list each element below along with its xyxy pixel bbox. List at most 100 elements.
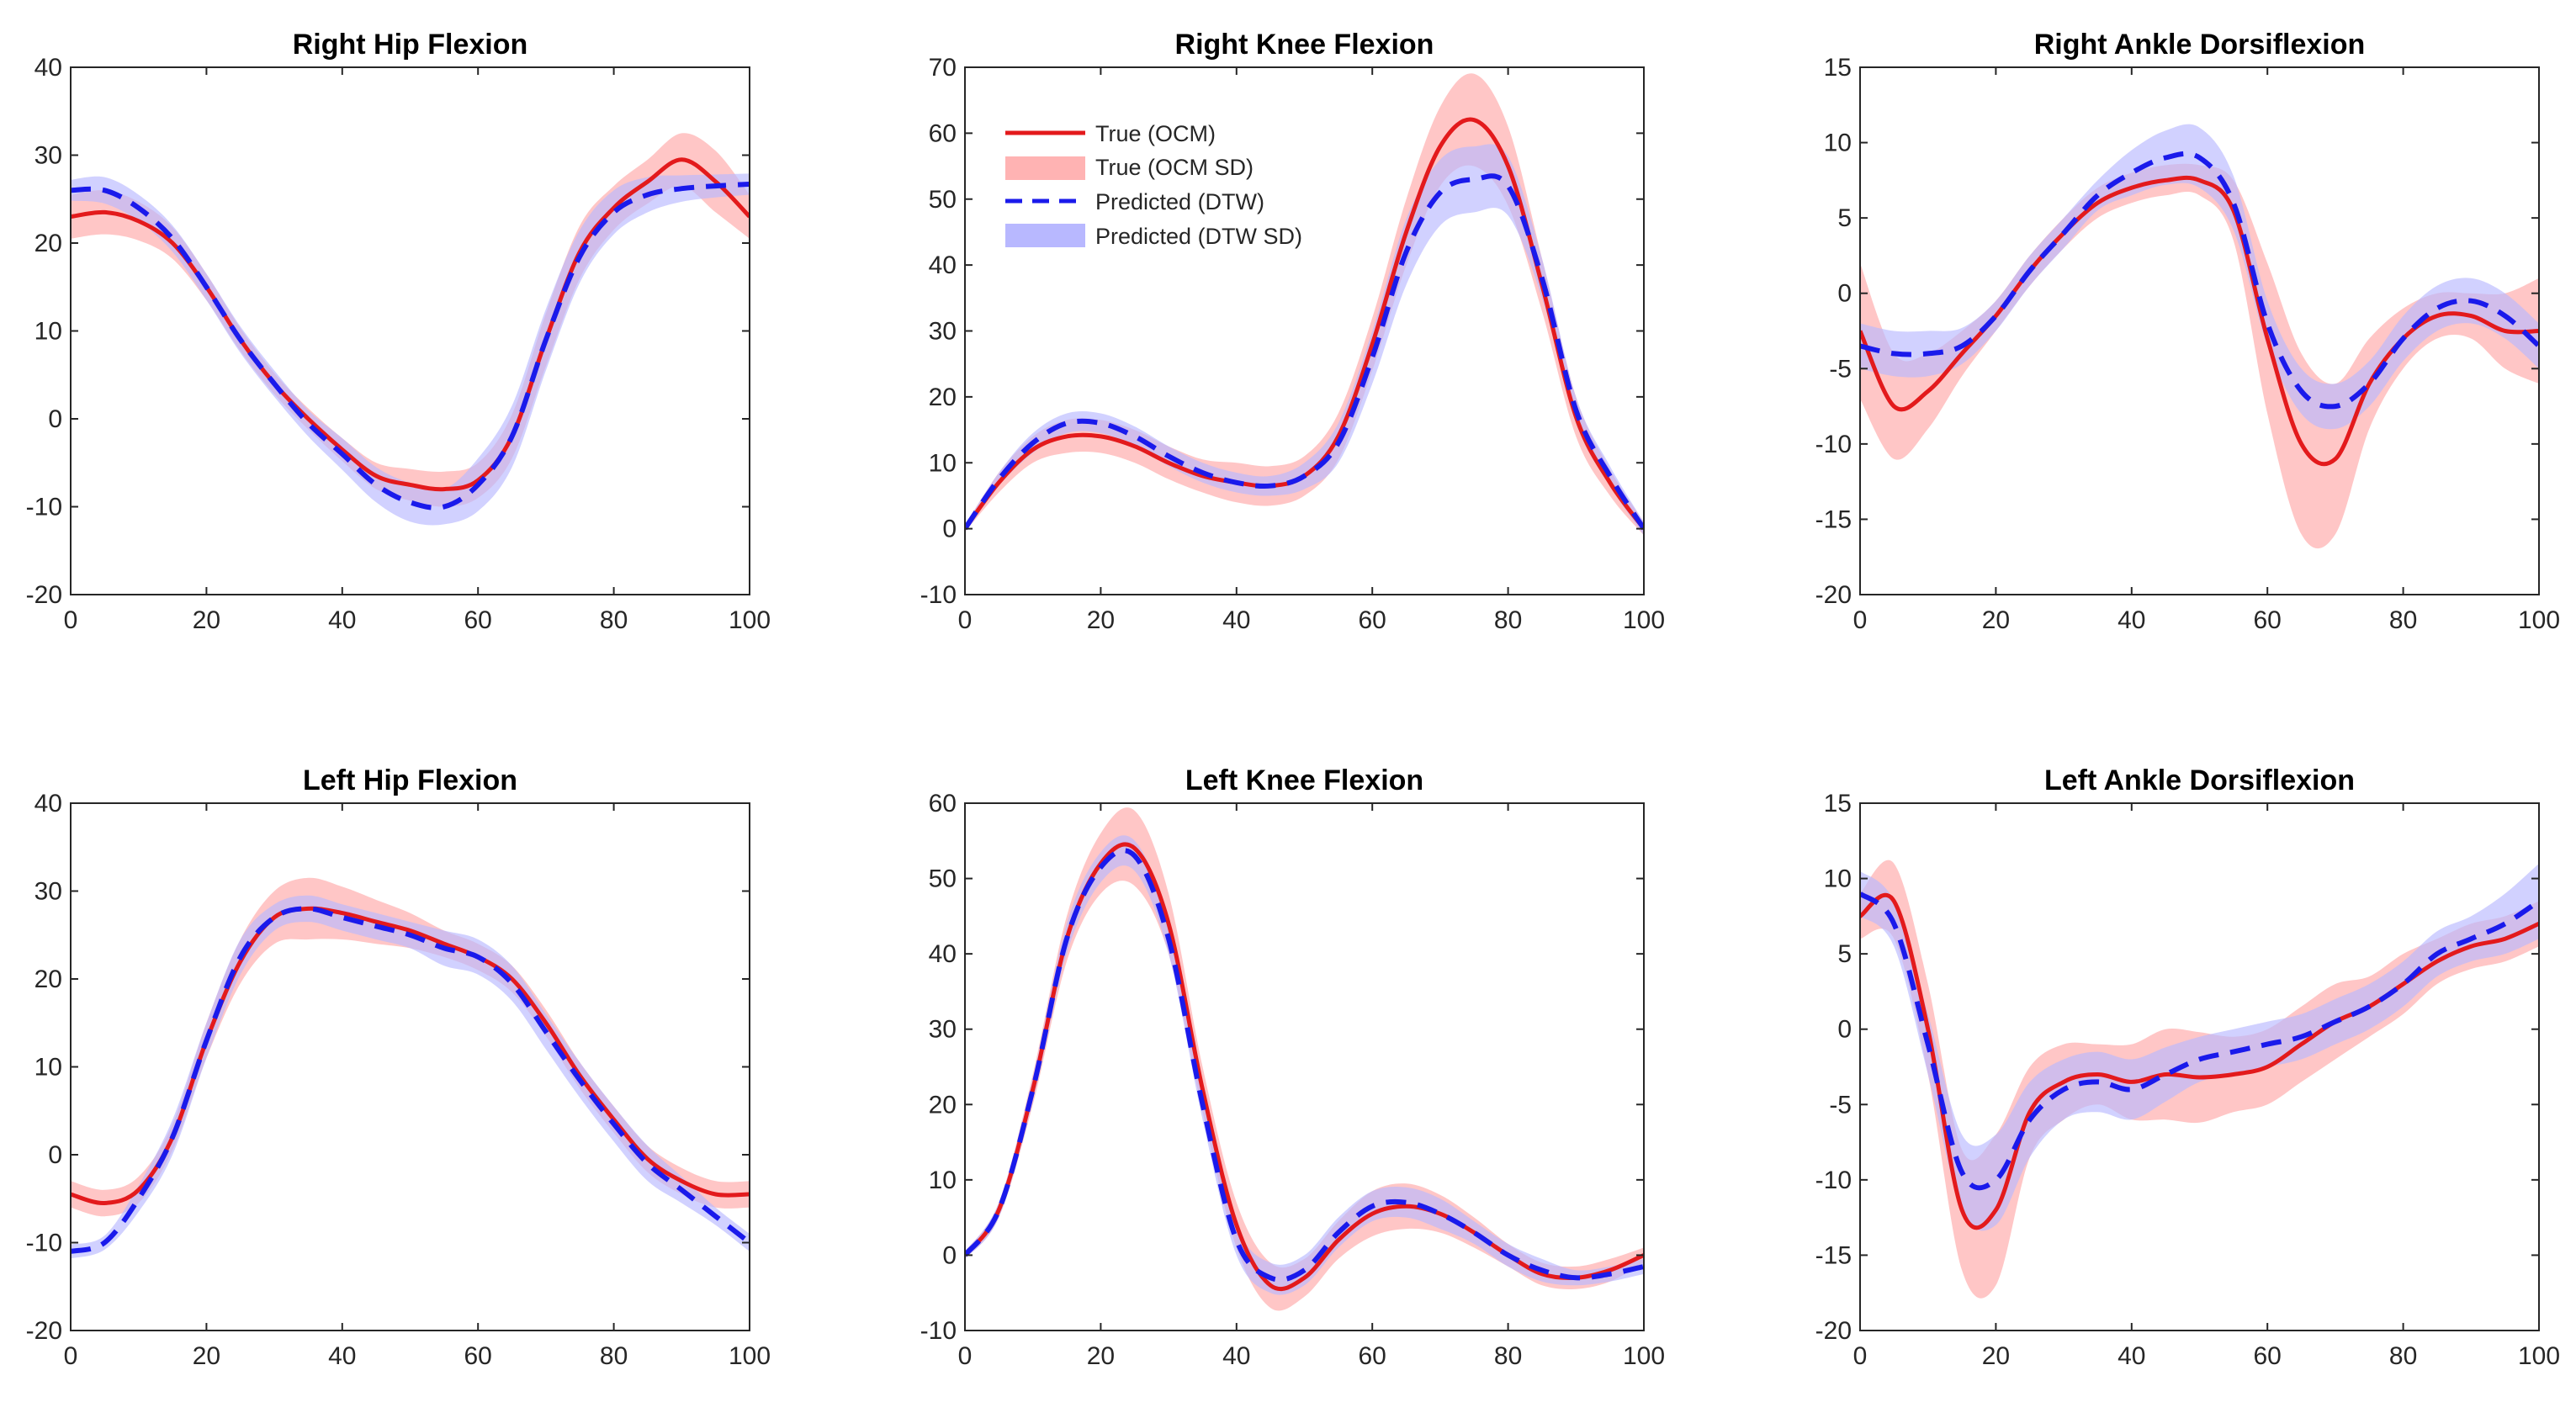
y-tick-label: -20 [26, 1317, 62, 1345]
x-tick-label: 0 [64, 606, 78, 634]
legend-label-true-ocm-sd: True (OCM SD) [1095, 155, 1254, 180]
x-tick-label: 100 [2518, 1342, 2560, 1370]
y-tick-label: 5 [1837, 204, 1852, 232]
sd-band-predicted-dtw [1860, 863, 2539, 1231]
x-tick-label: 100 [729, 1342, 771, 1370]
y-tick-label: -20 [26, 581, 62, 609]
y-tick-label: 0 [48, 1141, 62, 1169]
series-line-predicted-dtw [1860, 891, 2539, 1191]
y-tick-label: -20 [1815, 1317, 1852, 1345]
x-tick-label: 80 [600, 606, 628, 634]
y-tick-label: 50 [929, 865, 957, 893]
x-tick-label: 80 [1494, 1342, 1522, 1370]
y-tick-label: 10 [929, 449, 957, 477]
y-tick-label: 60 [929, 119, 957, 147]
legend-swatch-true-ocm-sd [1005, 156, 1085, 180]
y-tick-label: -10 [26, 494, 62, 521]
y-tick-label: 70 [929, 54, 957, 82]
chart-title: Left Hip Flexion [303, 764, 517, 796]
y-tick-label: -15 [1815, 505, 1852, 533]
y-tick-label: 10 [34, 1054, 62, 1082]
y-tick-label: 10 [929, 1167, 957, 1194]
series-line-predicted-dtw [1860, 151, 2539, 410]
y-tick-label: -10 [920, 581, 957, 609]
y-tick-label: 20 [929, 1091, 957, 1119]
y-tick-label: 20 [929, 384, 957, 411]
y-tick-label: 0 [1837, 280, 1852, 308]
panel-left-ankle-dorsiflexion: 0 20 40 60 80 100 -20 -15 -10 -5 0 5 10 15 Left Ankle … [1815, 764, 2560, 1370]
y-tick-label: 30 [929, 318, 957, 346]
series-line-true-ocm [71, 906, 750, 1206]
x-tick-label: 20 [193, 1342, 220, 1370]
y-tick-label: 0 [1837, 1016, 1852, 1044]
y-tick-label: 40 [34, 54, 62, 82]
x-tick-label: 60 [1359, 606, 1386, 634]
plot-series-group [71, 877, 750, 1259]
x-tick-label: 0 [1853, 606, 1868, 634]
chart-title: Right Ankle Dorsiflexion [2034, 29, 2366, 61]
x-tick-label: 80 [600, 1342, 628, 1370]
y-tick-label: -10 [920, 1317, 957, 1345]
x-tick-label: 100 [2518, 606, 2560, 634]
x-tick-label: 40 [2118, 1342, 2145, 1370]
x-tick-label: 20 [1087, 606, 1115, 634]
x-tick-label: 40 [328, 1342, 356, 1370]
plot-frame [1859, 66, 2540, 595]
plot-frame [964, 802, 1645, 1331]
x-tick-label: 20 [193, 606, 220, 634]
legend-label-predicted-dtw-sd: Predicted (DTW SD) [1095, 224, 1302, 249]
plot-series-group [965, 807, 1644, 1311]
plot-area [965, 803, 1644, 1331]
y-tick-label: -20 [1815, 581, 1852, 609]
x-tick-label: 20 [1982, 1342, 2010, 1370]
y-tick-label: 10 [1824, 865, 1852, 893]
legend-label-true-ocm: True (OCM) [1095, 121, 1216, 146]
y-tick-label: 40 [929, 940, 957, 968]
x-tick-label: 100 [1623, 606, 1665, 634]
x-tick-label: 60 [464, 606, 492, 634]
series-line-predicted-dtw [71, 906, 750, 1254]
chart-title: Left Ankle Dorsiflexion [2044, 764, 2355, 796]
x-tick-label: 60 [2254, 1342, 2282, 1370]
plot-area [71, 803, 750, 1331]
chart-title: Right Hip Flexion [293, 29, 528, 61]
y-tick-label: 40 [34, 790, 62, 817]
x-tick-label: 0 [958, 606, 973, 634]
x-tick-label: 0 [1853, 1342, 1868, 1370]
y-tick-label: 10 [1824, 130, 1852, 157]
x-tick-label: 40 [1222, 606, 1250, 634]
x-tick-label: 20 [1982, 606, 2010, 634]
chart-title: Left Knee Flexion [1185, 764, 1423, 796]
x-tick-label: 40 [2118, 606, 2145, 634]
y-tick-label: 40 [929, 251, 957, 279]
series-line-predicted-dtw [71, 182, 750, 511]
x-tick-label: 80 [2389, 1342, 2417, 1370]
y-tick-label: 15 [1824, 790, 1852, 817]
y-tick-label: -10 [26, 1230, 62, 1257]
y-tick-label: 0 [48, 405, 62, 433]
series-line-predicted-dtw [965, 173, 1644, 531]
x-tick-label: 60 [1359, 1342, 1386, 1370]
y-tick-label: -5 [1829, 355, 1852, 383]
panel-left-hip-flexion: 0 20 40 60 80 100 -20 -10 0 10 20 30 40 Left Hip Flex… [26, 764, 771, 1370]
y-tick-label: 30 [34, 878, 62, 906]
chart-title: Right Knee Flexion [1175, 29, 1434, 61]
x-tick-label: 20 [1087, 1342, 1115, 1370]
plot-series-group [965, 73, 1644, 536]
panel-right-ankle-dorsiflexion: 0 20 40 60 80 100 -20 -15 -10 -5 0 5 10 15 Right Ankle… [1815, 29, 2560, 634]
y-tick-label: 60 [929, 790, 957, 817]
y-tick-label: -5 [1829, 1091, 1852, 1119]
y-tick-label: -15 [1815, 1241, 1852, 1269]
plot-series-group [1860, 860, 2539, 1299]
y-tick-label: 10 [34, 318, 62, 346]
x-tick-label: 80 [1494, 606, 1522, 634]
x-tick-label: 0 [64, 1342, 78, 1370]
x-tick-label: 60 [2254, 606, 2282, 634]
x-tick-label: 0 [958, 1342, 973, 1370]
y-tick-label: -10 [1815, 1167, 1852, 1194]
y-tick-label: -10 [1815, 431, 1852, 458]
x-tick-label: 40 [1222, 1342, 1250, 1370]
y-tick-label: 0 [942, 1241, 957, 1269]
